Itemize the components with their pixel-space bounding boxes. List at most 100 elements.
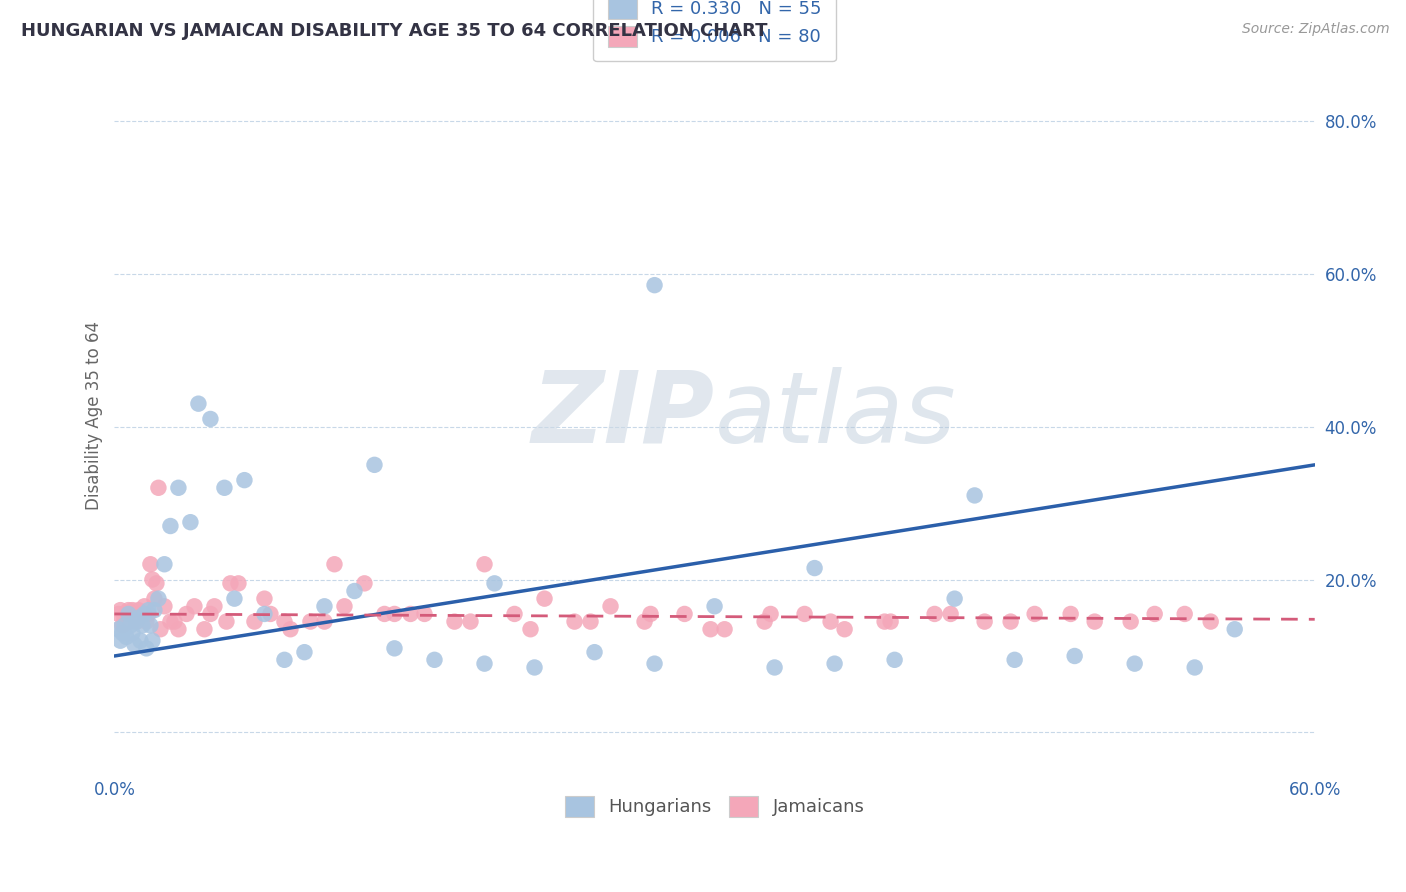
Point bbox=[280, 622, 302, 636]
Point bbox=[135, 641, 157, 656]
Point bbox=[413, 607, 436, 621]
Point bbox=[110, 603, 132, 617]
Point bbox=[1024, 607, 1046, 621]
Point bbox=[763, 660, 786, 674]
Point bbox=[474, 558, 496, 572]
Point bbox=[117, 603, 139, 617]
Point bbox=[820, 615, 842, 629]
Point bbox=[215, 615, 238, 629]
Point bbox=[145, 576, 167, 591]
Point bbox=[384, 641, 406, 656]
Point bbox=[259, 607, 281, 621]
Point bbox=[110, 633, 132, 648]
Point bbox=[167, 622, 190, 636]
Point bbox=[243, 615, 266, 629]
Point bbox=[120, 615, 142, 629]
Point bbox=[1059, 607, 1081, 621]
Point bbox=[879, 615, 901, 629]
Point bbox=[963, 488, 986, 502]
Point bbox=[644, 657, 666, 671]
Point bbox=[883, 653, 905, 667]
Point bbox=[125, 615, 148, 629]
Text: Source: ZipAtlas.com: Source: ZipAtlas.com bbox=[1241, 22, 1389, 37]
Point bbox=[314, 599, 336, 614]
Point bbox=[759, 607, 782, 621]
Point bbox=[120, 618, 142, 632]
Point bbox=[124, 638, 146, 652]
Point bbox=[1223, 622, 1246, 636]
Point bbox=[219, 576, 242, 591]
Point bbox=[939, 607, 962, 621]
Point bbox=[299, 615, 322, 629]
Point bbox=[323, 558, 346, 572]
Point bbox=[214, 481, 236, 495]
Point bbox=[713, 622, 735, 636]
Point bbox=[1000, 615, 1022, 629]
Point bbox=[399, 607, 422, 621]
Point bbox=[149, 622, 172, 636]
Point bbox=[135, 615, 157, 629]
Point bbox=[1184, 660, 1206, 674]
Point bbox=[127, 611, 149, 625]
Text: ZIP: ZIP bbox=[531, 367, 714, 464]
Point bbox=[943, 591, 966, 606]
Point bbox=[253, 607, 276, 621]
Point bbox=[127, 603, 149, 617]
Point bbox=[153, 558, 176, 572]
Point bbox=[363, 458, 385, 472]
Point bbox=[183, 599, 205, 614]
Point bbox=[583, 645, 606, 659]
Point bbox=[1123, 657, 1146, 671]
Point bbox=[124, 611, 146, 625]
Point bbox=[443, 615, 465, 629]
Point bbox=[111, 618, 134, 632]
Point bbox=[1143, 607, 1166, 621]
Point bbox=[803, 561, 825, 575]
Y-axis label: Disability Age 35 to 64: Disability Age 35 to 64 bbox=[86, 320, 103, 509]
Point bbox=[159, 615, 181, 629]
Point bbox=[824, 657, 846, 671]
Point bbox=[460, 615, 482, 629]
Point bbox=[112, 618, 135, 632]
Point bbox=[1084, 615, 1107, 629]
Point bbox=[121, 626, 143, 640]
Point bbox=[200, 607, 222, 621]
Point bbox=[176, 607, 198, 621]
Point bbox=[138, 607, 160, 621]
Point bbox=[533, 591, 555, 606]
Point bbox=[1004, 653, 1026, 667]
Point bbox=[294, 645, 316, 659]
Point bbox=[474, 657, 496, 671]
Point bbox=[834, 622, 856, 636]
Point bbox=[228, 576, 250, 591]
Point bbox=[564, 615, 586, 629]
Point bbox=[1174, 607, 1197, 621]
Point bbox=[115, 607, 138, 621]
Point bbox=[253, 591, 276, 606]
Point bbox=[273, 653, 295, 667]
Point bbox=[148, 591, 170, 606]
Point bbox=[138, 603, 160, 617]
Point bbox=[703, 599, 725, 614]
Point bbox=[343, 584, 366, 599]
Point bbox=[179, 515, 201, 529]
Point bbox=[699, 622, 721, 636]
Point bbox=[139, 618, 162, 632]
Point bbox=[1063, 648, 1085, 663]
Point bbox=[640, 607, 662, 621]
Point bbox=[973, 615, 995, 629]
Point bbox=[107, 622, 129, 636]
Point bbox=[519, 622, 541, 636]
Point bbox=[115, 630, 138, 644]
Point bbox=[224, 591, 246, 606]
Point bbox=[233, 473, 256, 487]
Point bbox=[141, 573, 163, 587]
Point bbox=[129, 607, 152, 621]
Point bbox=[523, 660, 546, 674]
Point bbox=[1199, 615, 1222, 629]
Point bbox=[143, 591, 166, 606]
Point bbox=[924, 607, 946, 621]
Point bbox=[579, 615, 602, 629]
Point bbox=[423, 653, 446, 667]
Point bbox=[599, 599, 621, 614]
